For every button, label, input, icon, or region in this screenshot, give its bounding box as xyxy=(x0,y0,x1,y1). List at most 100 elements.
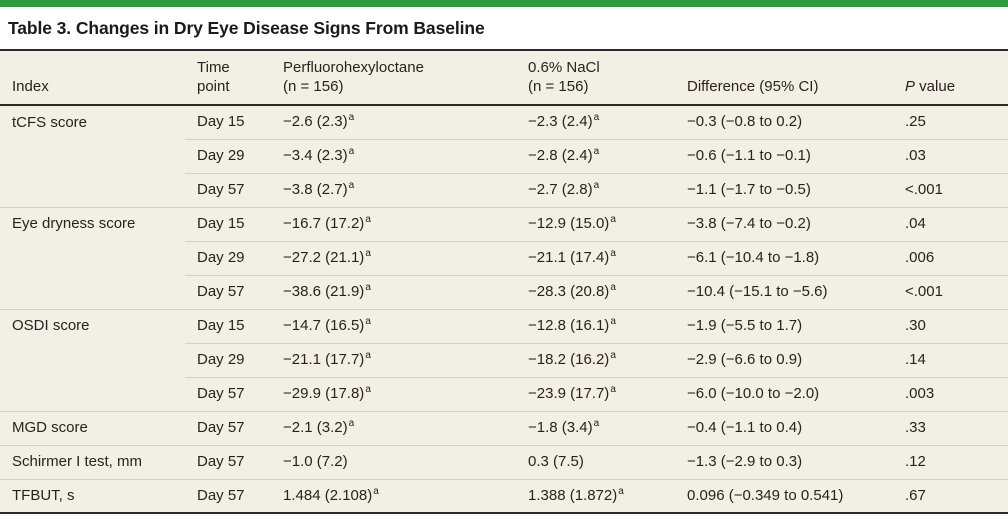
perfluorohexyloctane-cell: −2.6 (2.3)a xyxy=(273,105,520,139)
index-cell xyxy=(0,343,185,377)
footnote-marker: a xyxy=(365,214,371,225)
p-value-cell-text: .006 xyxy=(905,249,935,266)
header-row: Index Time point Perfluorohexyloctane (n… xyxy=(0,51,1008,106)
perfluorohexyloctane-cell-text: −29.9 (17.8) xyxy=(283,385,365,402)
perfluorohexyloctane-cell-text: −16.7 (17.2) xyxy=(283,215,365,232)
time-point-cell: Day 57 xyxy=(185,410,273,445)
time-point-cell: Day 15 xyxy=(185,105,273,139)
index-cell xyxy=(0,377,185,411)
nacl-cell: −2.3 (2.4)a xyxy=(520,105,678,139)
index-cell-text: tCFS score xyxy=(12,113,88,131)
table-row: Day 29 −21.1 (17.7)a −18.2 (16.2)a −2.9 (−6… xyxy=(0,342,1008,377)
time-point-cell: Day 29 xyxy=(185,138,273,173)
footnote-marker: a xyxy=(348,112,355,124)
table-header: Index Time point Perfluorohexyloctane (n… xyxy=(0,51,1008,106)
table-row: MGD score Day 57 −2.1 (3.2)a −1.8 (3.4)a −0.… xyxy=(0,410,1008,445)
difference-cell-text: −0.3 (−0.8 to 0.2) xyxy=(687,113,803,131)
table-row: TFBUT, s Day 57 1.484 (2.108)a 1.388 (1.872… xyxy=(0,478,1008,514)
difference-cell: −1.1 (−1.7 to −0.5) xyxy=(678,172,896,207)
index-cell-text: Eye dryness score xyxy=(12,215,136,233)
nacl-cell-text: −23.9 (17.7) xyxy=(528,385,610,402)
table-row: Schirmer I test, mm Day 57 −1.0 (7.2) 0.3 (… xyxy=(0,444,1008,479)
perfluorohexyloctane-cell-text: −3.4 (2.3) xyxy=(283,147,348,164)
p-value-cell-text: .12 xyxy=(905,453,926,470)
perfluorohexyloctane-cell: −38.6 (21.9)a xyxy=(273,274,520,309)
perfluorohexyloctane-cell-text: −27.2 (21.1) xyxy=(283,249,365,266)
table-row: Day 29 −27.2 (21.1)a −21.1 (17.4)a −6.1 (−1… xyxy=(0,240,1008,275)
header-nacl-line2: (n = 156) xyxy=(528,78,589,95)
p-value-cell: .006 xyxy=(896,240,1008,275)
time-point-cell-text: Day 57 xyxy=(197,419,245,436)
footnote-marker: a xyxy=(365,384,371,395)
nacl-cell-text: −2.7 (2.8) xyxy=(528,181,593,198)
difference-cell: −10.4 (−15.1 to −5.6) xyxy=(678,274,896,309)
perfluorohexyloctane-cell: −16.7 (17.2)a xyxy=(273,206,520,241)
nacl-cell-text: 1.388 (1.872) xyxy=(528,486,618,504)
nacl-cell: −28.3 (20.8)a xyxy=(520,274,678,309)
header-nacl-line1: 0.6% NaCl xyxy=(528,59,600,76)
table-row: tCFS score Day 15 −2.6 (2.3)a −2.3 (2.4)a −0… xyxy=(0,105,1008,139)
difference-cell-text: −6.1 (−10.4 to −1.8) xyxy=(687,249,820,266)
p-value-cell-text: .67 xyxy=(905,486,926,504)
nacl-cell-text: −2.3 (2.4) xyxy=(528,113,593,131)
header-index-label: Index xyxy=(12,78,49,95)
time-point-cell-text: Day 15 xyxy=(197,215,245,232)
p-value-cell: .14 xyxy=(896,342,1008,377)
time-point-cell-text: Day 57 xyxy=(197,181,245,198)
nacl-cell: −12.8 (16.1)a xyxy=(520,308,678,343)
table-accent-bar xyxy=(0,0,1008,7)
index-cell xyxy=(0,173,185,207)
header-perfluorohexyloctane: Perfluorohexyloctane (n = 156) xyxy=(273,51,520,106)
difference-cell: −6.1 (−10.4 to −1.8) xyxy=(678,240,896,275)
p-value-cell-text: .03 xyxy=(905,147,926,164)
perfluorohexyloctane-cell-text: −2.1 (3.2) xyxy=(283,419,348,436)
table-body: tCFS score Day 15 −2.6 (2.3)a −2.3 (2.4)a −0… xyxy=(0,105,1008,514)
index-cell: OSDI score xyxy=(0,308,185,343)
difference-cell-text: 0.096 (−0.349 to 0.541) xyxy=(687,486,844,504)
footnote-marker: a xyxy=(593,112,600,124)
header-difference: Difference (95% CI) xyxy=(678,51,896,106)
p-value-cell-text: .33 xyxy=(905,419,926,436)
index-cell-text: OSDI score xyxy=(12,317,90,335)
time-point-cell: Day 57 xyxy=(185,172,273,207)
difference-cell: −1.3 (−2.9 to 0.3) xyxy=(678,444,896,479)
header-drug-line1: Perfluorohexyloctane xyxy=(283,59,424,76)
p-value-cell: .25 xyxy=(896,105,1008,139)
time-point-cell: Day 57 xyxy=(185,376,273,411)
p-value-cell-text: .04 xyxy=(905,215,926,232)
difference-cell-text: −1.9 (−5.5 to 1.7) xyxy=(687,317,803,334)
header-difference-label: Difference (95% CI) xyxy=(687,78,819,95)
p-value-cell: .33 xyxy=(896,410,1008,445)
nacl-cell: −21.1 (17.4)a xyxy=(520,240,678,275)
time-point-cell-text: Day 57 xyxy=(197,283,245,300)
difference-cell-text: −0.4 (−1.1 to 0.4) xyxy=(687,419,803,436)
p-value-cell-text: <.001 xyxy=(905,181,943,198)
footnote-marker: a xyxy=(618,485,624,497)
perfluorohexyloctane-cell: −2.1 (3.2)a xyxy=(273,410,520,445)
footnote-marker: a xyxy=(348,180,355,191)
nacl-cell-text: −2.8 (2.4) xyxy=(528,147,593,164)
table-title: Table 3. Changes in Dry Eye Disease Sign… xyxy=(8,18,485,38)
perfluorohexyloctane-cell: −29.9 (17.8)a xyxy=(273,376,520,411)
footnote-marker: a xyxy=(365,282,371,293)
table-row: Eye dryness score Day 15 −16.7 (17.2)a −12.… xyxy=(0,206,1008,241)
footnote-marker: a xyxy=(365,248,371,259)
p-value-cell: .04 xyxy=(896,206,1008,241)
footnote-marker: a xyxy=(593,418,600,429)
perfluorohexyloctane-cell-text: −14.7 (16.5) xyxy=(283,317,365,334)
header-p-value: P value xyxy=(896,51,1008,106)
perfluorohexyloctane-cell-text: −3.8 (2.7) xyxy=(283,181,348,198)
difference-cell-text: −0.6 (−1.1 to −0.1) xyxy=(687,147,811,164)
header-index: Index xyxy=(0,51,185,106)
footnote-marker: a xyxy=(373,485,379,497)
nacl-cell-text: −18.2 (16.2) xyxy=(528,351,610,368)
footnote-marker: a xyxy=(593,146,600,157)
p-value-cell: .003 xyxy=(896,376,1008,411)
p-value-cell: .30 xyxy=(896,308,1008,343)
footnote-marker: a xyxy=(365,350,371,361)
difference-cell-text: −1.1 (−1.7 to −0.5) xyxy=(687,181,811,198)
nacl-cell: −18.2 (16.2)a xyxy=(520,342,678,377)
p-rest: value xyxy=(915,78,956,95)
header-time-line1: Time xyxy=(197,59,230,76)
table-row: Day 57 −29.9 (17.8)a −23.9 (17.7)a −6.0 (−1… xyxy=(0,376,1008,411)
